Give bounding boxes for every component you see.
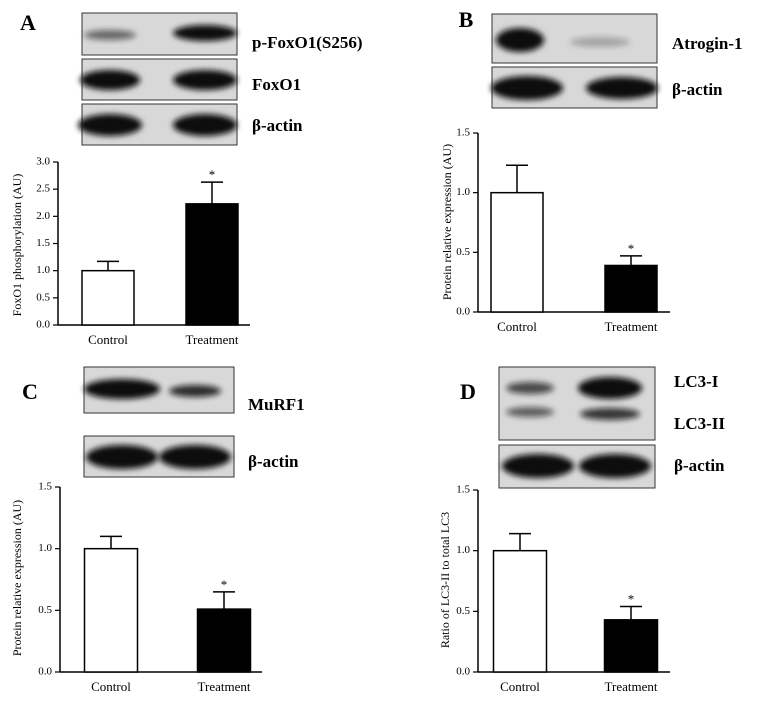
blot-band bbox=[159, 445, 231, 469]
bar bbox=[185, 203, 239, 326]
x-tick-label: Treatment bbox=[605, 319, 658, 334]
bar bbox=[81, 269, 135, 326]
blot-label: β-actin bbox=[674, 456, 725, 475]
blot-band bbox=[84, 30, 136, 40]
y-tick-label: 0.5 bbox=[36, 291, 50, 303]
y-tick-label: 0.0 bbox=[36, 319, 50, 331]
bar bbox=[603, 619, 659, 673]
blot-band bbox=[173, 25, 237, 41]
blot-label: β-actin bbox=[672, 80, 723, 99]
blot-band bbox=[580, 408, 640, 420]
significance-mark: * bbox=[221, 577, 228, 592]
bar bbox=[604, 264, 658, 313]
significance-mark: * bbox=[209, 167, 216, 182]
bar bbox=[83, 547, 139, 673]
blot-band bbox=[80, 70, 140, 90]
blot-band bbox=[502, 454, 574, 478]
blot-band bbox=[84, 379, 160, 399]
y-tick-label: 1.5 bbox=[38, 481, 52, 493]
blot-band bbox=[496, 28, 544, 52]
y-axis-label: Ratio of LC3-II to total LC3 bbox=[438, 512, 452, 648]
y-tick-label: 1.0 bbox=[38, 542, 52, 554]
y-axis-label: Protein relative expression (AU) bbox=[10, 500, 24, 656]
x-tick-label: Treatment bbox=[186, 332, 239, 347]
blot-label: LC3-I bbox=[674, 372, 719, 391]
panel-label: C bbox=[22, 379, 38, 404]
blot-band bbox=[570, 37, 630, 47]
blot-label: β-actin bbox=[248, 452, 299, 471]
panel-label: D bbox=[460, 379, 476, 404]
x-tick-label: Control bbox=[500, 679, 540, 694]
blot-label: Atrogin-1 bbox=[672, 34, 743, 53]
y-tick-label: 1.0 bbox=[36, 264, 50, 276]
y-tick-label: 3.0 bbox=[36, 156, 50, 168]
blot-band bbox=[506, 407, 554, 417]
blot-band bbox=[579, 454, 651, 478]
panel-label: A bbox=[20, 10, 36, 35]
y-tick-label: 0.0 bbox=[456, 306, 470, 318]
blot-band bbox=[491, 76, 563, 100]
bar bbox=[492, 549, 548, 673]
significance-mark: * bbox=[628, 241, 635, 256]
blot-label: p-FoxO1(S256) bbox=[252, 33, 363, 52]
x-tick-label: Treatment bbox=[605, 679, 658, 694]
blot-band bbox=[578, 377, 642, 399]
y-tick-label: 1.0 bbox=[456, 544, 470, 556]
y-tick-label: 1.0 bbox=[456, 186, 470, 198]
blot-band bbox=[506, 382, 554, 394]
y-axis-label: FoxO1 phosphorylation (AU) bbox=[10, 174, 24, 317]
blot-label: FoxO1 bbox=[252, 75, 301, 94]
y-tick-label: 0.0 bbox=[456, 666, 470, 678]
blot-band bbox=[78, 114, 142, 136]
y-tick-label: 0.5 bbox=[38, 604, 52, 616]
y-tick-label: 2.0 bbox=[36, 210, 50, 222]
y-tick-label: 1.5 bbox=[456, 127, 470, 139]
y-tick-label: 1.5 bbox=[36, 237, 50, 249]
panel-label: B bbox=[459, 7, 474, 32]
y-tick-label: 0.5 bbox=[456, 605, 470, 617]
y-tick-label: 0.0 bbox=[38, 666, 52, 678]
blot-label: LC3-II bbox=[674, 414, 725, 433]
significance-mark: * bbox=[628, 591, 635, 606]
blot-image bbox=[498, 366, 656, 441]
blot-band bbox=[173, 70, 237, 90]
blot-label: β-actin bbox=[252, 116, 303, 135]
y-tick-label: 0.5 bbox=[456, 246, 470, 258]
y-tick-label: 2.5 bbox=[36, 183, 50, 195]
x-tick-label: Control bbox=[91, 679, 131, 694]
blot-band bbox=[169, 385, 221, 397]
blot-band bbox=[173, 114, 237, 136]
x-tick-label: Treatment bbox=[198, 679, 251, 694]
x-tick-label: Control bbox=[497, 319, 537, 334]
x-tick-label: Control bbox=[88, 332, 128, 347]
bar bbox=[490, 191, 544, 313]
y-axis-label: Protein relative expression (AU) bbox=[440, 144, 454, 300]
blot-label: MuRF1 bbox=[248, 395, 305, 414]
y-tick-label: 1.5 bbox=[456, 484, 470, 496]
blot-band bbox=[86, 445, 158, 469]
blot-band bbox=[586, 77, 658, 99]
bar bbox=[196, 608, 252, 673]
